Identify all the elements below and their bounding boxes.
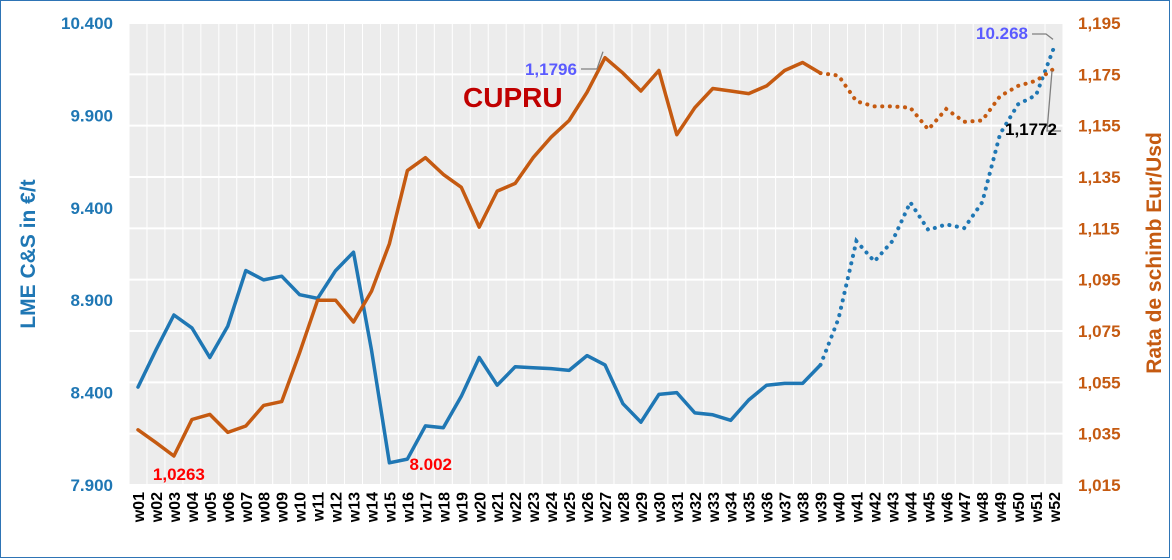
x-tick-label: w20 xyxy=(472,492,489,523)
x-tick-label: w45 xyxy=(921,492,938,523)
left-tick-label: 8.900 xyxy=(70,291,113,310)
right-tick-label: 1,035 xyxy=(1078,425,1121,444)
x-tick-label: w26 xyxy=(580,492,597,523)
x-tick-label: w36 xyxy=(760,492,777,523)
annotation-leader-line xyxy=(1046,70,1061,132)
x-tick-label: w06 xyxy=(221,492,238,523)
x-tick-label: w07 xyxy=(239,492,256,523)
x-tick-label: w28 xyxy=(616,492,633,523)
copper-price-line xyxy=(136,250,823,465)
x-tick-label: w50 xyxy=(1011,492,1028,523)
left-tick-label: 9.400 xyxy=(70,199,113,218)
x-tick-label: w03 xyxy=(167,492,184,523)
copper-price-line-forecast xyxy=(818,45,1056,367)
grid-lines xyxy=(128,22,1064,486)
x-tick-label: w08 xyxy=(257,492,274,523)
x-tick-label: w18 xyxy=(436,492,453,523)
x-tick-label: w40 xyxy=(831,492,848,523)
x-tick-label: w22 xyxy=(508,492,525,523)
x-tick-label: w04 xyxy=(185,492,202,523)
x-tick-label: w41 xyxy=(849,492,866,523)
right-tick-label: 1,135 xyxy=(1078,168,1121,187)
right-tick-label: 1,055 xyxy=(1078,373,1121,392)
x-ticks: w01 w02 w03 w04 w05 w06 w07 w08 w09 w10 w11 w12 w13 w… xyxy=(131,492,1064,523)
left-tick-label: 8.400 xyxy=(70,384,113,403)
right-y-ticks: 1,015 1,035 1,055 1,075 1,095 1,115 1,135 1,155… xyxy=(1078,14,1121,495)
x-tick-label: w10 xyxy=(293,492,310,523)
x-tick-label: w47 xyxy=(957,492,974,523)
x-tick-label: w37 xyxy=(778,492,795,523)
right-axis-label: Rata de schimb Eur/Usd xyxy=(1143,132,1166,374)
x-tick-label: w01 xyxy=(131,492,148,523)
x-tick-label: w19 xyxy=(454,492,471,523)
x-tick-label: w51 xyxy=(1029,492,1046,523)
x-tick-label: w25 xyxy=(562,492,579,523)
fx-last-label: 1,1772 xyxy=(1005,120,1057,139)
x-tick-label: w48 xyxy=(975,492,992,523)
fx-rate-line xyxy=(136,55,823,458)
right-tick-label: 1,155 xyxy=(1078,117,1121,136)
x-tick-label: w15 xyxy=(382,492,399,523)
fx-rate-line-forecast xyxy=(818,66,1056,133)
x-tick-label: w52 xyxy=(1047,492,1064,523)
x-tick-label: w39 xyxy=(814,492,831,523)
right-tick-label: 1,195 xyxy=(1078,14,1121,33)
x-tick-label: w35 xyxy=(742,492,759,523)
fx-peak-label: 1,1796 xyxy=(525,60,577,79)
right-tick-label: 1,115 xyxy=(1078,219,1120,238)
x-tick-label: w21 xyxy=(490,492,507,523)
right-tick-label: 1,095 xyxy=(1078,271,1121,290)
copper-min-label: 8.002 xyxy=(409,455,452,474)
x-tick-label: w16 xyxy=(400,492,417,523)
copper-max-label: 10.268 xyxy=(976,24,1028,43)
x-tick-label: w32 xyxy=(688,492,705,523)
x-tick-label: w17 xyxy=(418,492,435,523)
right-tick-label: 1,015 xyxy=(1078,476,1121,495)
x-tick-label: w43 xyxy=(885,492,902,523)
x-tick-label: w14 xyxy=(364,492,381,523)
x-tick-label: w30 xyxy=(652,492,669,523)
x-tick-label: w46 xyxy=(939,492,956,523)
x-tick-label: w12 xyxy=(329,492,346,523)
x-tick-label: w33 xyxy=(706,492,723,523)
series-lines xyxy=(136,45,1056,465)
x-tick-label: w23 xyxy=(526,492,543,523)
x-tick-label: w05 xyxy=(203,492,220,523)
x-tick-label: w44 xyxy=(903,492,920,523)
x-tick-label: w02 xyxy=(149,492,166,523)
x-tick-label: w29 xyxy=(634,492,651,523)
right-tick-label: 1,175 xyxy=(1078,65,1121,84)
annotation-leaders xyxy=(580,33,1061,132)
left-tick-label: 10.400 xyxy=(61,14,113,33)
left-y-ticks: 7.900 8.400 8.900 9.400 9.900 10.400 xyxy=(61,14,113,495)
x-tick-label: w34 xyxy=(724,492,741,523)
x-tick-label: w27 xyxy=(598,492,615,523)
left-tick-label: 9.900 xyxy=(70,106,113,125)
x-tick-label: w49 xyxy=(993,492,1010,523)
x-tick-label: w42 xyxy=(867,492,884,523)
x-tick-label: w11 xyxy=(311,492,328,522)
annotation-leader-line xyxy=(1032,33,1054,40)
chart-title: CUPRU xyxy=(463,82,563,113)
left-tick-label: 7.900 xyxy=(70,476,113,495)
x-tick-label: w24 xyxy=(544,492,561,523)
x-tick-label: w09 xyxy=(275,492,292,523)
x-tick-label: w31 xyxy=(670,492,687,523)
left-axis-label: LME C&S in €/t xyxy=(17,179,40,328)
fx-min-label: 1,0263 xyxy=(153,465,205,484)
x-tick-label: w13 xyxy=(347,492,364,523)
x-tick-label: w38 xyxy=(796,492,813,523)
annotation-leader-line xyxy=(580,51,604,70)
right-tick-label: 1,075 xyxy=(1078,322,1121,341)
